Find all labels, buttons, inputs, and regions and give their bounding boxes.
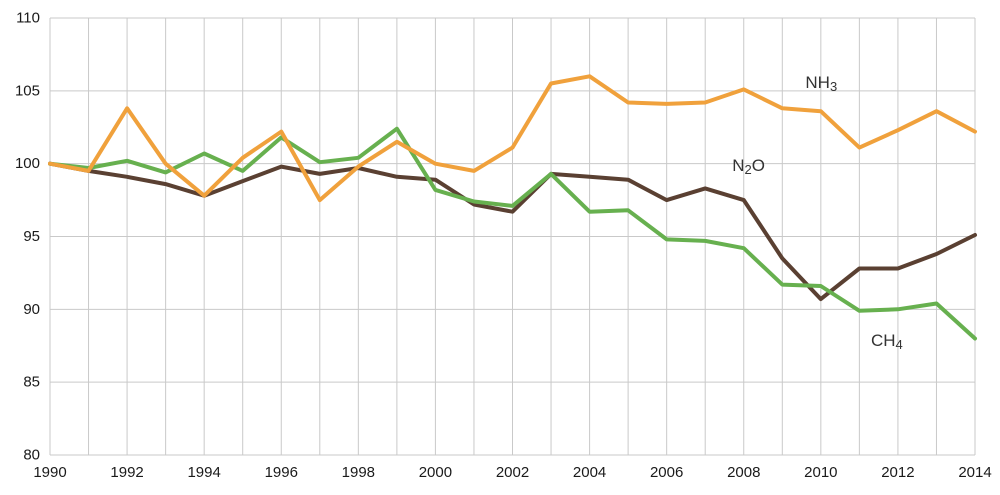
x-tick-label: 1994 bbox=[187, 464, 220, 481]
series-label-ch4: CH4 bbox=[871, 330, 903, 351]
x-tick-label: 2000 bbox=[419, 464, 452, 481]
x-tick-label: 2002 bbox=[496, 464, 529, 481]
x-tick-label: 1990 bbox=[33, 464, 66, 481]
y-tick-label: 110 bbox=[16, 10, 40, 27]
x-tick-label: 1996 bbox=[265, 464, 298, 481]
x-tick-label: 2014 bbox=[958, 464, 991, 481]
x-tick-label: 1992 bbox=[110, 464, 143, 481]
y-tick-label: 100 bbox=[15, 155, 40, 172]
series-line-ch4 bbox=[48, 126, 977, 341]
y-tick-label: 105 bbox=[15, 82, 40, 99]
series-line-nh3 bbox=[48, 74, 977, 203]
x-tick-label: 2012 bbox=[881, 464, 914, 481]
x-tick-label: 2008 bbox=[727, 464, 760, 481]
series-label-n2o: N2O bbox=[732, 156, 765, 177]
y-tick-label: 90 bbox=[23, 301, 40, 318]
series-label-nh3: NH3 bbox=[805, 73, 837, 94]
y-tick-label: 80 bbox=[23, 447, 40, 464]
x-tick-label: 1998 bbox=[342, 464, 375, 481]
x-tick-label: 2004 bbox=[573, 464, 606, 481]
x-tick-label: 2010 bbox=[804, 464, 837, 481]
x-tick-label: 2006 bbox=[650, 464, 683, 481]
y-tick-label: 85 bbox=[23, 374, 40, 391]
y-tick-label: 95 bbox=[23, 228, 40, 245]
